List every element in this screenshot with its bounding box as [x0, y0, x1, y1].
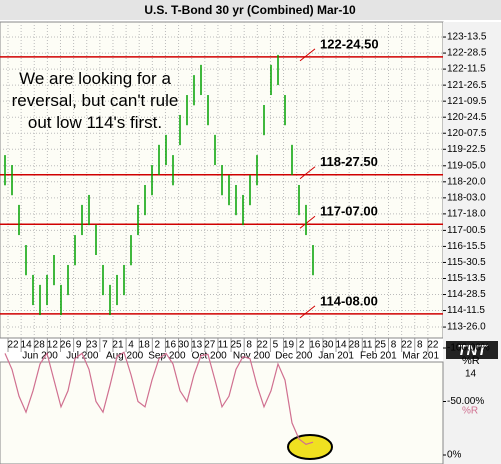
level-pointer	[299, 48, 316, 62]
month-label: Oct 200	[192, 351, 227, 362]
month-label: Feb 201	[360, 351, 397, 362]
y-tick-label: 114-11.5	[447, 305, 485, 316]
x-tick-label: 23	[86, 340, 98, 351]
month-label: Jan 201	[318, 351, 354, 362]
x-tick-label: 26	[60, 340, 72, 351]
month-label: Jun 200	[22, 351, 58, 362]
x-tick-label: 16	[309, 340, 321, 351]
x-tick-label: 27	[204, 340, 216, 351]
x-tick-label: 14	[335, 340, 347, 351]
level-label: 122-24.50	[320, 36, 379, 51]
y-tick-label: 113-26.0	[447, 322, 486, 333]
indicator-panel	[0, 361, 444, 464]
title-bar	[0, 0, 501, 20]
axis-column	[443, 22, 501, 464]
level-pointer	[299, 166, 316, 180]
month-label: Nov 200	[233, 351, 271, 362]
x-tick-label: 16	[165, 340, 177, 351]
x-tick-label: 5	[273, 340, 279, 351]
x-tick-label: 7	[102, 340, 108, 351]
y-tick-label: 120-07.5	[447, 128, 487, 139]
x-tick-label: 13	[191, 340, 203, 351]
x-tick-label: 2	[155, 340, 161, 351]
y-tick-label: 119-22.5	[447, 144, 486, 155]
y-tick-label: 121-09.5	[447, 96, 487, 107]
y-tick-label: 117-00.5	[447, 225, 486, 236]
month-label: Mar 201	[402, 351, 439, 362]
y-tick-label: 122-11.5	[447, 64, 486, 75]
y-tick-label: 115-30.5	[447, 257, 486, 268]
x-tick-label: 22	[257, 340, 269, 351]
indicator-period: 14	[465, 369, 477, 380]
y-tick-label: 118-03.0	[447, 192, 486, 203]
indicator-tick-label: -50.00%	[447, 396, 484, 407]
x-tick-label: 30	[178, 340, 190, 351]
indicator-tick-label: 0%	[447, 450, 462, 461]
y-tick-label: 115-13.5	[447, 273, 486, 284]
y-tick-label: 114-28.5	[447, 289, 486, 300]
x-tick-label: 8	[417, 340, 423, 351]
x-tick-label: 25	[375, 340, 387, 351]
level-label: 114-08.00	[320, 293, 378, 308]
month-label: Dec 200	[275, 351, 313, 362]
x-tick-label: 14	[21, 340, 33, 351]
x-tick-label: 19	[283, 340, 295, 351]
indicator-tick-label: -100.00%	[447, 343, 490, 354]
level-pointer	[299, 305, 316, 319]
indicator-name: %R	[462, 355, 480, 367]
chart-title: U.S. T-Bond 30 yr (Combined) Mar-10	[144, 3, 356, 17]
indicator-legend: %R	[462, 406, 478, 417]
level-label: 117-07.00	[320, 204, 378, 219]
x-tick-label: 9	[76, 340, 82, 351]
indicator-line	[4, 351, 314, 445]
x-tick-label: 21	[112, 340, 124, 351]
y-tick-label: 119-05.0	[447, 160, 486, 171]
x-tick-label: 22	[427, 340, 439, 351]
y-tick-label: 121-26.5	[447, 80, 487, 91]
x-tick-label: 8	[246, 340, 252, 351]
tnt-logo: TNT	[446, 341, 498, 359]
x-tick-label: 30	[322, 340, 334, 351]
level-label: 118-27.50	[320, 154, 378, 169]
x-tick-label: 22	[7, 340, 19, 351]
x-tick-label: 28	[349, 340, 361, 351]
y-tick-label: 118-20.0	[447, 176, 486, 187]
x-tick-label: 4	[128, 340, 134, 351]
highlight	[287, 434, 333, 460]
y-tick-label: 120-24.5	[447, 112, 487, 123]
x-tick-label: 18	[139, 340, 151, 351]
y-tick-label: 116-15.5	[447, 241, 486, 252]
y-tick-label: 122-28.5	[447, 48, 487, 59]
x-tick-label: 2	[299, 340, 305, 351]
x-tick-label: 11	[362, 340, 373, 351]
month-label: Jul 200	[66, 351, 99, 362]
x-tick-label: 8	[391, 340, 397, 351]
level-pointer	[299, 215, 316, 229]
x-tick-label: 12	[47, 340, 59, 351]
x-tick-label: 28	[34, 340, 46, 351]
y-tick-label: 123-13.5	[447, 32, 487, 43]
y-tick-label: 117-18.0	[447, 209, 486, 220]
svg-text:TNT: TNT	[457, 342, 488, 359]
x-tick-label: 25	[230, 340, 242, 351]
x-tick-label: 22	[401, 340, 413, 351]
annotation: We are looking for a reversal, but can't…	[11, 69, 179, 132]
x-tick-label: 11	[218, 340, 229, 351]
